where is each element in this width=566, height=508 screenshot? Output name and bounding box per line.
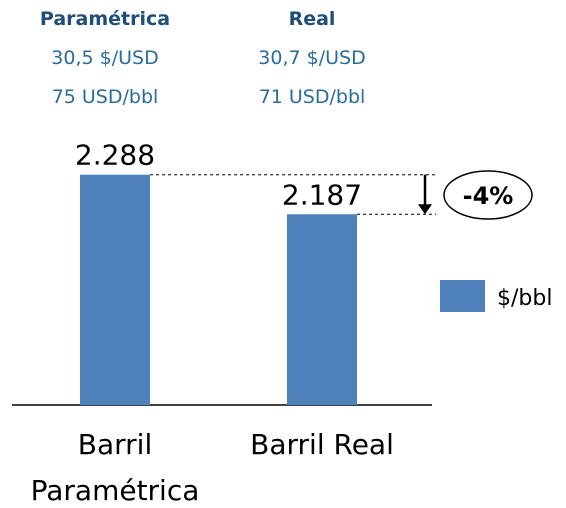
bar <box>80 174 150 405</box>
arrow-head <box>418 204 432 215</box>
header-block: Real 30,7 $/USD 71 USD/bbl <box>222 0 402 117</box>
x-tick-label: Barril Paramétrica <box>30 428 200 507</box>
header-block: Paramétrica 30,5 $/USD 75 USD/bbl <box>15 0 195 117</box>
header-title: Real <box>288 8 336 30</box>
bar <box>287 214 357 405</box>
header-line: 30,5 $/USD <box>51 47 159 69</box>
value-label: 2.288 <box>75 139 155 172</box>
annotation-ellipse <box>443 170 533 220</box>
legend-label: $/bbl <box>497 286 552 311</box>
value-label: 2.187 <box>282 178 362 211</box>
x-tick-label: Barril Real <box>250 428 394 461</box>
header-line: 75 USD/bbl <box>51 86 159 108</box>
header-line: 30,7 $/USD <box>258 47 366 69</box>
legend-swatch <box>440 280 485 312</box>
header-title: Paramétrica <box>39 8 171 30</box>
annotation: -4% <box>463 182 514 210</box>
header-line: 71 USD/bbl <box>258 86 366 108</box>
